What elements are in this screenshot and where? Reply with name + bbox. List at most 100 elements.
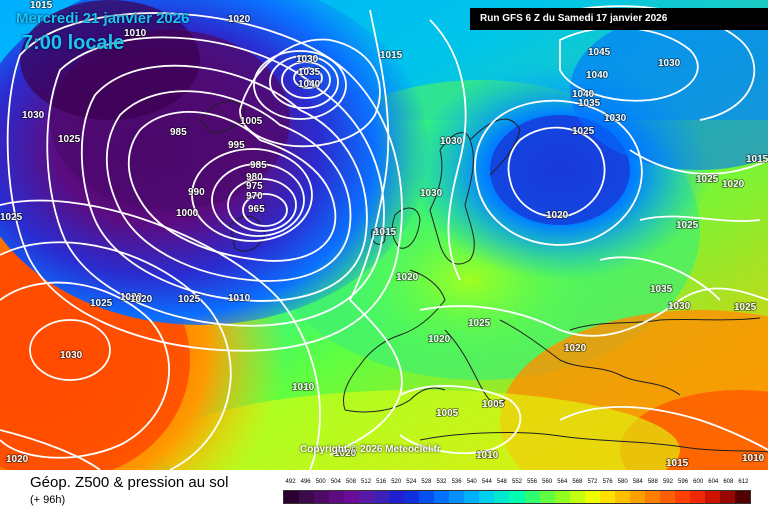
scale-tick-label: 556 bbox=[527, 479, 538, 485]
isobar-label: 1040 bbox=[572, 89, 595, 100]
scale-cell bbox=[419, 491, 435, 503]
map-footer: Géop. Z500 & pression au sol (+ 96h) 492… bbox=[0, 470, 768, 512]
scale-cell bbox=[314, 491, 330, 503]
isobar-label: 1020 bbox=[722, 179, 745, 190]
scale-tick-label: 576 bbox=[602, 479, 613, 485]
isobar-label: 1025 bbox=[572, 126, 595, 137]
isobar-label: 1025 bbox=[58, 134, 81, 145]
scale-tick-label: 580 bbox=[617, 479, 628, 485]
scale-cell bbox=[524, 491, 540, 503]
scale-tick-label: 532 bbox=[436, 479, 447, 485]
isobar-label: 1015 bbox=[30, 0, 53, 11]
scale-tick-label: 548 bbox=[496, 479, 507, 485]
scale-cell bbox=[584, 491, 600, 503]
scale-cell bbox=[689, 491, 705, 503]
isobar-label: 1010 bbox=[742, 453, 765, 464]
scale-tick-label: 520 bbox=[391, 479, 402, 485]
scale-cell bbox=[569, 491, 585, 503]
scale-cell bbox=[734, 491, 750, 503]
scale-cell bbox=[479, 491, 495, 503]
copyright-notice: Copyright © 2026 Meteociel.fr bbox=[300, 444, 441, 455]
color-scale-labels: 492 496 500 504 508 512 516 520 524 528 532 536 540 5… bbox=[283, 479, 751, 489]
isobar-label: 1035 bbox=[298, 67, 321, 78]
isobar-label: 1035 bbox=[578, 98, 601, 109]
isobar-label: 1020 bbox=[546, 210, 569, 221]
scale-tick-label: 612 bbox=[738, 479, 749, 485]
scale-cell bbox=[329, 491, 345, 503]
scale-tick-label: 560 bbox=[542, 479, 553, 485]
scale-tick-label: 608 bbox=[723, 479, 734, 485]
scale-tick-label: 572 bbox=[587, 479, 598, 485]
weather-map: 1015 1020 1010 1030 1025 1025 985 995 1005 990 100… bbox=[0, 0, 768, 470]
scale-tick-label: 592 bbox=[662, 479, 673, 485]
isobar-label: 1020 bbox=[334, 448, 357, 459]
isobar-label: 995 bbox=[228, 140, 245, 151]
isobar-label: 1020 bbox=[428, 334, 451, 345]
isobar-label: 975 bbox=[246, 181, 263, 192]
scale-cell bbox=[299, 491, 315, 503]
isobar-label: 1010 bbox=[228, 293, 251, 304]
isobar-label: 1030 bbox=[604, 113, 627, 124]
scale-cell bbox=[359, 491, 375, 503]
scale-cell bbox=[434, 491, 450, 503]
scale-cell bbox=[629, 491, 645, 503]
isobar-label: 1040 bbox=[586, 70, 609, 81]
forecast-date: Mercredi 21 janvier 2026 bbox=[16, 10, 190, 27]
pressure-labels: 1015 1020 1010 1030 1025 1025 985 995 1005 990 100… bbox=[0, 0, 768, 470]
isobar-label: 1025 bbox=[0, 212, 23, 223]
scale-cell bbox=[719, 491, 735, 503]
scale-tick-label: 528 bbox=[421, 479, 432, 485]
isobar-label: 970 bbox=[246, 191, 263, 202]
isobar-label: 1025 bbox=[90, 298, 113, 309]
isobars bbox=[0, 5, 768, 470]
isobar-label: 1030 bbox=[658, 58, 681, 69]
scale-tick-label: 512 bbox=[361, 479, 372, 485]
scale-tick-label: 600 bbox=[693, 479, 704, 485]
scale-tick-label: 496 bbox=[300, 479, 311, 485]
isobar-label: 1010 bbox=[476, 450, 499, 461]
isobar-label: 1030 bbox=[668, 301, 691, 312]
isobar-label: 1040 bbox=[298, 79, 321, 90]
scale-tick-label: 492 bbox=[285, 479, 296, 485]
isobar-label: 1045 bbox=[588, 47, 611, 58]
scale-cell bbox=[659, 491, 675, 503]
isobar-label: 1005 bbox=[436, 408, 459, 419]
scale-tick-label: 516 bbox=[376, 479, 387, 485]
isobar-label: 1000 bbox=[176, 208, 199, 219]
isobar-label: 1020 bbox=[564, 343, 587, 354]
scale-cell bbox=[674, 491, 690, 503]
isobar-label: 1015 bbox=[666, 458, 689, 469]
forecast-time: 7:00 locale bbox=[22, 32, 125, 54]
isobar-label: 1015 bbox=[380, 50, 403, 61]
isobar-label: 1020 bbox=[396, 272, 419, 283]
scale-tick-label: 536 bbox=[451, 479, 462, 485]
scale-tick-label: 552 bbox=[511, 479, 522, 485]
isobar-label: 1030 bbox=[22, 110, 45, 121]
scale-tick-label: 596 bbox=[678, 479, 689, 485]
scale-cell bbox=[599, 491, 615, 503]
scale-cell bbox=[464, 491, 480, 503]
scale-tick-label: 584 bbox=[632, 479, 643, 485]
map-title: Géop. Z500 & pression au sol bbox=[30, 474, 229, 491]
isobar-label: 1015 bbox=[374, 227, 397, 238]
isobar-label: 1030 bbox=[296, 54, 319, 65]
scale-cell bbox=[494, 491, 510, 503]
scale-cell bbox=[644, 491, 660, 503]
isobar-label: 990 bbox=[188, 187, 205, 198]
isobar-label: 1025 bbox=[178, 294, 201, 305]
color-scale-bar bbox=[283, 490, 751, 504]
coastlines bbox=[199, 100, 768, 453]
isobar-label: 1030 bbox=[420, 188, 443, 199]
isobar-label: 1020 bbox=[228, 14, 251, 25]
scale-tick-label: 588 bbox=[647, 479, 658, 485]
scale-cell bbox=[404, 491, 420, 503]
isobar-label: 1020 bbox=[130, 294, 153, 305]
isobar-label: 1015 bbox=[746, 154, 768, 165]
scale-cell bbox=[509, 491, 525, 503]
isobar-label: 980 bbox=[246, 172, 263, 183]
isobar-label: 1025 bbox=[696, 174, 719, 185]
isobar-label: 1025 bbox=[468, 318, 491, 329]
isobar-label: 1005 bbox=[240, 116, 263, 127]
isobar-label: 1035 bbox=[650, 284, 673, 295]
isobar-label: 1020 bbox=[120, 292, 143, 303]
